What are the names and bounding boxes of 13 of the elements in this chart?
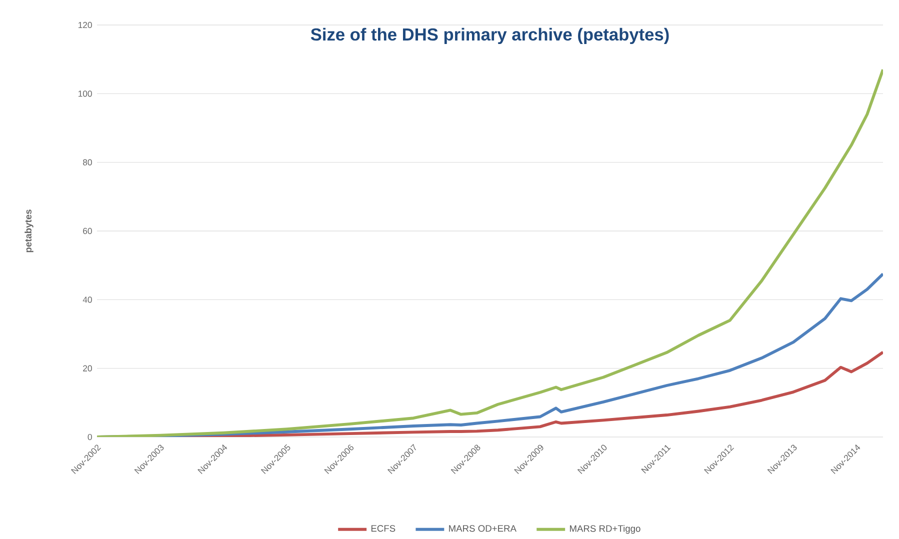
chart-title: Size of the DHS primary archive (petabytes) (310, 28, 669, 44)
line-series (97, 68, 884, 437)
y-tick-label: 20 (83, 365, 92, 372)
y-tick-label: 60 (83, 228, 92, 234)
legend-label: MARS OD+ERA (449, 525, 516, 532)
y-tick-label: 0 (88, 434, 92, 440)
y-tick-label: 100 (78, 90, 92, 97)
y-tick-label: 80 (83, 159, 92, 166)
legend-label: MARS RD+Tiggo (570, 524, 640, 534)
y-axis-title: petabytes (24, 210, 34, 252)
legend-label: ECFS (371, 525, 396, 532)
y-tick-label: 120 (78, 22, 92, 28)
y-tick-label: 40 (82, 296, 92, 303)
